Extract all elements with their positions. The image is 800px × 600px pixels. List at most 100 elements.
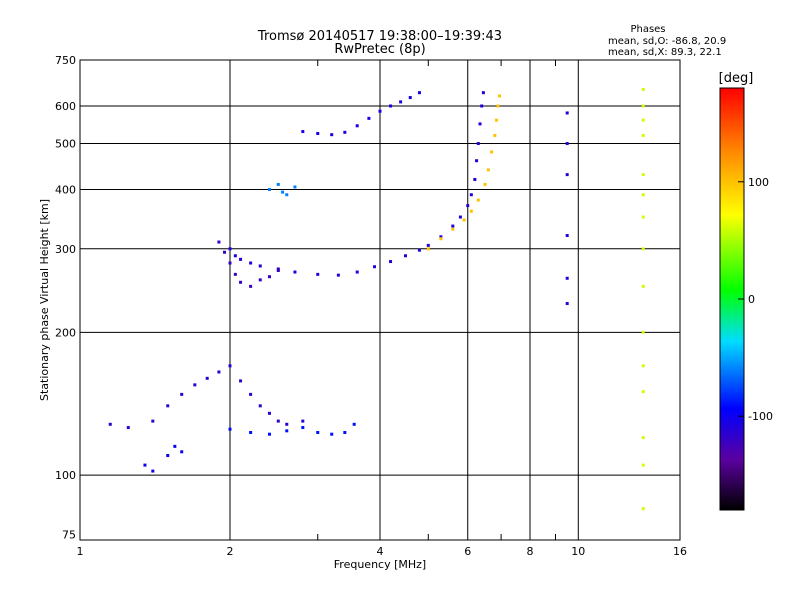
- data-point: [228, 427, 232, 431]
- data-point: [223, 250, 227, 254]
- y-tick-label: 600: [55, 100, 76, 113]
- data-point: [285, 422, 289, 426]
- data-point: [641, 364, 645, 368]
- data-point: [267, 188, 271, 192]
- colorbar-tick-label: 100: [748, 176, 769, 189]
- data-point: [205, 376, 209, 380]
- data-point: [276, 267, 280, 271]
- x-tick-label: 2: [227, 545, 234, 558]
- data-point: [486, 168, 490, 172]
- data-point: [239, 379, 243, 383]
- data-point: [565, 173, 569, 177]
- data-point: [228, 261, 232, 265]
- data-point: [641, 247, 645, 251]
- data-point: [267, 275, 271, 279]
- data-point: [276, 182, 280, 186]
- data-point: [239, 257, 243, 261]
- data-point: [565, 302, 569, 306]
- data-point: [641, 104, 645, 108]
- data-point: [378, 109, 382, 113]
- data-point: [496, 104, 500, 108]
- data-point: [355, 270, 359, 274]
- data-point: [565, 111, 569, 115]
- data-point: [258, 404, 262, 408]
- x-tick-label: 16: [673, 545, 687, 558]
- data-point: [193, 383, 197, 387]
- data-point: [239, 280, 243, 284]
- data-point: [641, 330, 645, 334]
- data-point: [180, 450, 184, 454]
- axis-ticks: 1 2 4 6 8 10 16 75 100 200 300 400 500 600 750: [55, 54, 687, 558]
- data-point: [249, 284, 253, 288]
- data-point: [180, 392, 184, 396]
- data-point: [469, 209, 473, 213]
- data-point: [417, 91, 421, 95]
- data-point: [490, 150, 494, 154]
- data-point: [281, 190, 285, 194]
- data-point: [301, 130, 305, 134]
- x-tick-label: 1: [77, 545, 84, 558]
- data-point: [343, 130, 347, 134]
- data-point: [301, 419, 305, 423]
- phase-info-header: Phases: [630, 24, 665, 35]
- data-point: [217, 240, 221, 244]
- colorbar-label: [deg]: [719, 71, 754, 86]
- data-point: [233, 254, 237, 258]
- data-point: [389, 104, 393, 108]
- data-point: [285, 193, 289, 197]
- data-point: [293, 270, 297, 274]
- data-point: [481, 91, 485, 95]
- data-point: [498, 94, 502, 98]
- y-tick-label: 100: [55, 469, 76, 482]
- data-point: [476, 198, 480, 202]
- data-point: [466, 204, 470, 208]
- phase-info-o: mean, sd,O: -86.8, 20.9: [608, 36, 726, 47]
- data-point: [316, 131, 320, 135]
- data-point: [316, 431, 320, 435]
- y-tick-label: 300: [55, 243, 76, 256]
- data-point: [641, 118, 645, 122]
- data-point: [373, 265, 377, 269]
- data-point: [403, 254, 407, 258]
- data-point: [641, 133, 645, 137]
- data-point: [451, 224, 455, 228]
- data-point: [330, 432, 334, 436]
- phase-info-x: mean, sd,X: 89.3, 22.1: [608, 47, 722, 58]
- data-point: [473, 177, 477, 181]
- data-point: [285, 429, 289, 433]
- chart-title: Tromsø 20140517 19:38:00–19:39:43: [257, 29, 502, 44]
- x-tick-label: 6: [464, 545, 471, 558]
- y-tick-label: 500: [55, 138, 76, 151]
- data-point: [426, 243, 430, 247]
- data-point: [494, 118, 498, 122]
- y-tick-label: 200: [55, 326, 76, 339]
- data-point: [641, 390, 645, 394]
- data-point: [267, 411, 271, 415]
- data-point: [367, 116, 371, 120]
- data-point: [641, 215, 645, 219]
- data-point: [258, 264, 262, 268]
- data-point: [173, 444, 177, 448]
- data-point: [641, 507, 645, 511]
- x-axis-label: Frequency [MHz]: [334, 558, 426, 571]
- x-tick-label: 8: [527, 545, 534, 558]
- data-point: [476, 142, 480, 146]
- data-point: [355, 124, 359, 128]
- data-point: [249, 431, 253, 435]
- data-point: [228, 247, 232, 251]
- data-point: [249, 392, 253, 396]
- data-point: [301, 426, 305, 430]
- data-point: [399, 100, 403, 104]
- data-point: [151, 469, 155, 473]
- y-tick-label: 400: [55, 184, 76, 197]
- x-tick-label: 10: [571, 545, 585, 558]
- data-point: [233, 272, 237, 276]
- y-axis-label: Stationary phase Virtual Height [km]: [38, 199, 51, 401]
- data-point: [469, 193, 473, 197]
- data-point: [249, 261, 253, 265]
- data-point: [493, 133, 497, 137]
- data-point: [276, 419, 280, 423]
- data-point: [439, 235, 443, 239]
- data-point: [480, 104, 484, 108]
- colorbar-tick-label: -100: [748, 410, 773, 423]
